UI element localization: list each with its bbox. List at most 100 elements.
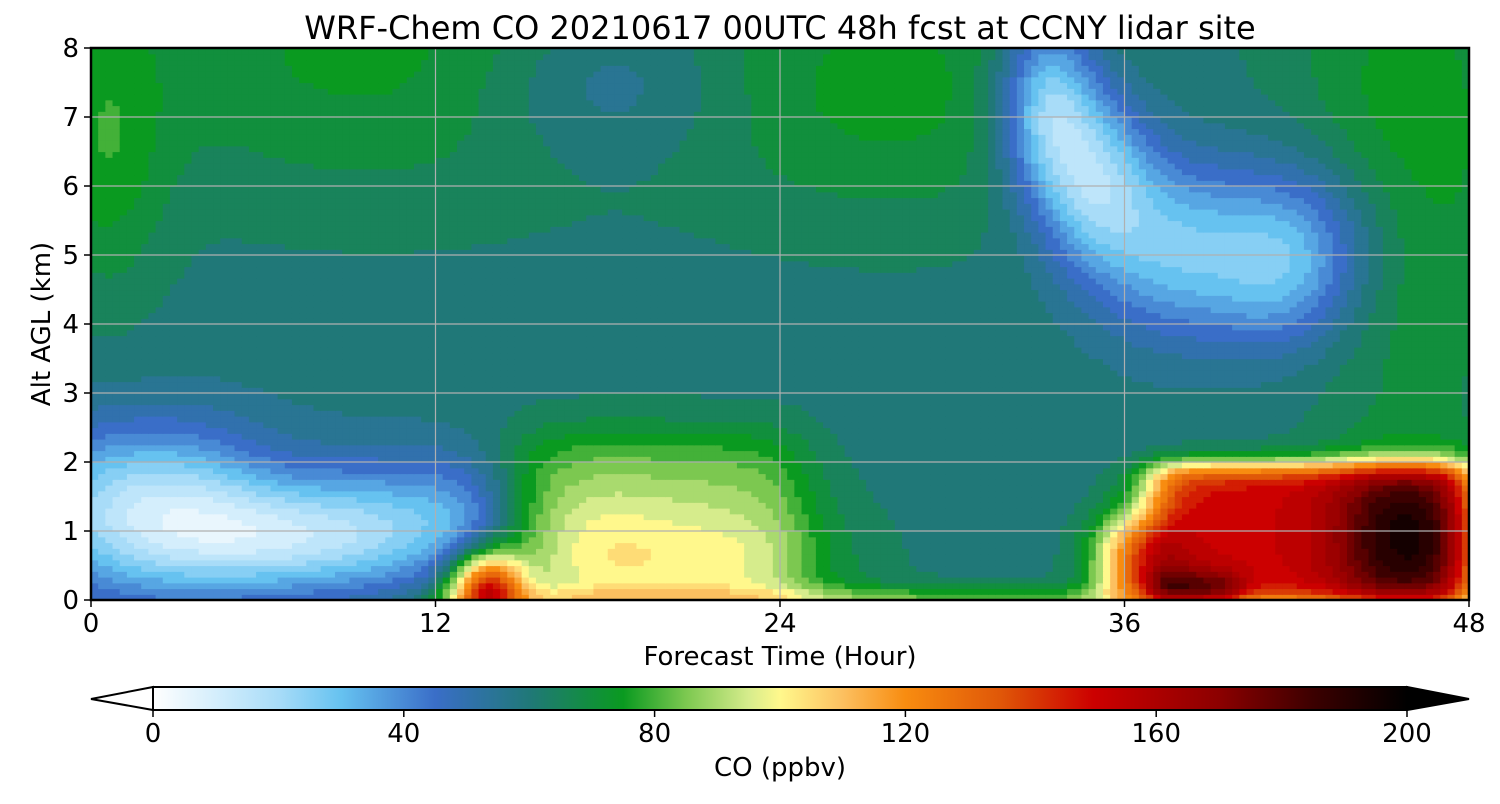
contour-cell <box>148 565 157 572</box>
contour-cell <box>1418 525 1427 532</box>
contour-cell <box>1440 548 1449 555</box>
contour-cell <box>1174 594 1183 600</box>
contour-cell <box>1002 473 1011 480</box>
contour-cell <box>557 588 566 595</box>
contour-cell <box>1002 582 1011 590</box>
contour-cell <box>399 502 408 509</box>
contour-cell <box>1433 559 1441 567</box>
contour-cell <box>1325 542 1334 549</box>
contour-cell <box>399 496 408 503</box>
contour-cell <box>772 502 781 509</box>
contour-cell <box>586 508 594 515</box>
contour-cell <box>521 525 530 532</box>
contour-cell <box>1131 594 1140 600</box>
contour-cell <box>485 542 494 549</box>
contour-cell <box>162 565 171 572</box>
contour-cell <box>385 582 394 590</box>
contour-cell <box>141 450 150 457</box>
contour-cell <box>1045 536 1054 544</box>
contour-cell <box>722 450 731 457</box>
contour-cell <box>1246 548 1255 555</box>
contour-cell <box>471 548 480 555</box>
contour-cell <box>1311 582 1319 590</box>
contour-cell <box>1454 571 1463 578</box>
contour-cell <box>1059 559 1068 567</box>
contour-cell <box>1038 582 1047 590</box>
contour-cell <box>794 571 803 578</box>
contour-cell <box>1203 577 1212 584</box>
contour-cell <box>973 588 982 595</box>
contour-cell <box>1354 490 1362 498</box>
contour-cell <box>1289 536 1298 544</box>
contour-cell <box>579 531 587 538</box>
contour-cell <box>1067 502 1075 509</box>
contour-cell <box>1268 462 1276 469</box>
contour-cell <box>277 536 286 544</box>
contour-cell <box>744 559 752 567</box>
contour-cell <box>442 577 451 584</box>
contour-cell <box>679 479 688 486</box>
contour-cell <box>435 525 444 532</box>
contour-cell <box>923 462 932 469</box>
contour-cell <box>758 554 767 561</box>
contour-cell <box>1210 473 1219 480</box>
contour-cell <box>169 571 178 578</box>
contour-cell <box>134 502 142 509</box>
contour-cell <box>650 594 659 600</box>
contour-cell <box>571 519 580 526</box>
contour-cell <box>751 519 760 526</box>
contour-cell <box>801 456 810 463</box>
contour-cell <box>1196 582 1205 590</box>
contour-cell <box>1224 536 1233 544</box>
contour-cell <box>356 536 365 544</box>
contour-cell <box>880 536 889 544</box>
contour-cell <box>650 485 659 492</box>
contour-cell <box>241 531 250 538</box>
contour-cell <box>141 490 150 498</box>
contour-cell <box>636 508 645 515</box>
contour-cell <box>650 531 659 538</box>
contour-cell <box>141 594 150 600</box>
contour-cell <box>902 490 910 498</box>
contour-cell <box>141 513 150 521</box>
contour-cell <box>722 513 731 521</box>
contour-cell <box>1346 513 1355 521</box>
contour-cell <box>887 513 896 521</box>
contour-cell <box>457 536 465 544</box>
contour-cell <box>1031 582 1039 590</box>
contour-cell <box>736 502 745 509</box>
contour-cell <box>614 565 623 572</box>
contour-cell <box>758 594 767 600</box>
contour-cell <box>442 565 451 572</box>
contour-cell <box>614 559 623 567</box>
contour-cell <box>1239 559 1248 567</box>
contour-cell <box>1382 536 1391 544</box>
contour-cell <box>1246 531 1255 538</box>
contour-cell <box>1210 536 1219 544</box>
contour-cell <box>693 485 702 492</box>
contour-cell <box>1404 513 1413 521</box>
contour-cell <box>866 577 874 584</box>
contour-cell <box>1368 456 1377 463</box>
contour-cell <box>772 525 781 532</box>
contour-cell <box>1346 554 1355 561</box>
contour-cell <box>1253 554 1262 561</box>
contour-cell <box>916 508 925 515</box>
contour-cell <box>679 531 688 538</box>
contour-cell <box>851 577 860 584</box>
contour-cell <box>1325 594 1334 600</box>
contour-cell <box>980 577 989 584</box>
contour-cell <box>866 502 874 509</box>
contour-cell <box>1382 531 1391 538</box>
contour-cell <box>866 565 874 572</box>
contour-cell <box>1246 467 1255 475</box>
contour-cell <box>701 554 709 561</box>
contour-cell <box>729 450 738 457</box>
contour-cell <box>708 594 717 600</box>
contour-cell <box>378 467 386 475</box>
contour-cell <box>98 565 106 572</box>
contour-cell <box>586 536 594 544</box>
contour-cell <box>722 536 731 544</box>
contour-cell <box>320 531 329 538</box>
contour-cell <box>1117 508 1126 515</box>
